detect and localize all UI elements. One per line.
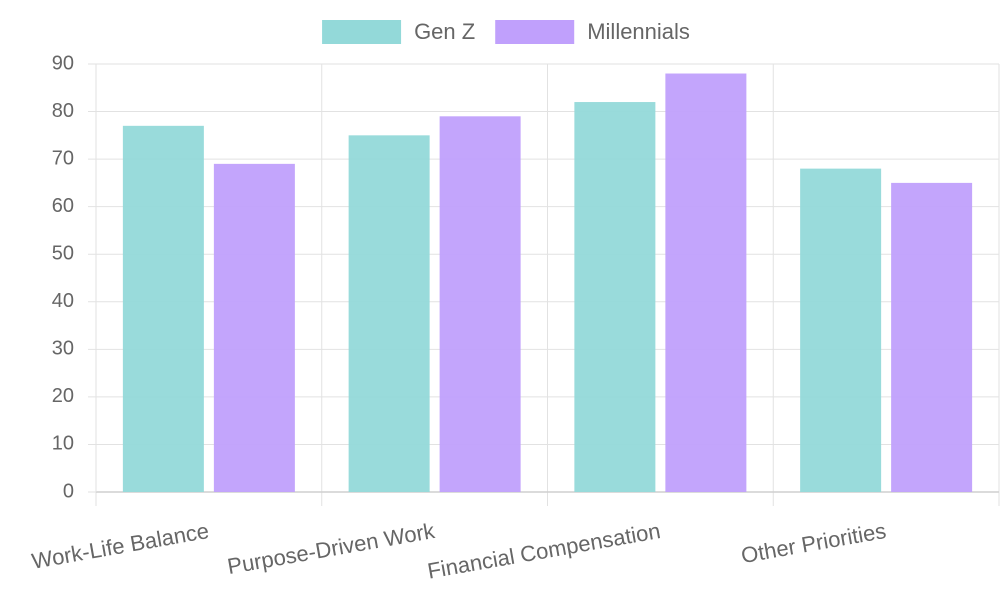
y-tick-label: 20 [52, 385, 74, 407]
legend-swatch [495, 20, 575, 44]
bar [439, 116, 521, 493]
y-tick-label: 50 [52, 243, 74, 265]
y-tick-label: 30 [52, 338, 74, 360]
x-tick-label: Work-Life Balance [30, 518, 211, 574]
legend-label: Gen Z [414, 19, 475, 44]
y-tick-label: 0 [63, 480, 74, 502]
x-tick-label: Other Priorities [739, 518, 888, 568]
bar [574, 102, 656, 493]
bar [891, 182, 973, 492]
legend: Gen Z Millennials [322, 19, 690, 44]
y-tick-label: 80 [52, 100, 74, 122]
y-tick-label: 10 [52, 433, 74, 455]
bar [213, 163, 295, 492]
legend-swatch [322, 20, 402, 44]
x-tick-label: Financial Compensation [425, 518, 662, 584]
bar [665, 73, 747, 492]
legend-label: Millennials [587, 19, 690, 44]
bar [800, 168, 882, 492]
x-tick-label: Purpose-Driven Work [225, 518, 437, 579]
y-tick-label: 90 [52, 52, 74, 74]
bar [348, 135, 430, 493]
bar [122, 125, 204, 493]
y-tick-label: 70 [52, 147, 74, 169]
y-tick-label: 40 [52, 290, 74, 312]
y-tick-label: 60 [52, 195, 74, 217]
